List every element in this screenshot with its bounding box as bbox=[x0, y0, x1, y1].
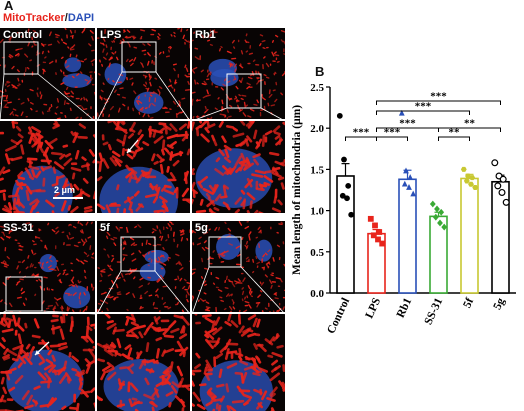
bar bbox=[491, 180, 510, 294]
micrograph-label: LPS bbox=[100, 29, 122, 41]
micrograph-overview: 5f bbox=[97, 221, 190, 312]
category-label: SS-31 bbox=[422, 296, 445, 327]
micrograph-zoom bbox=[192, 314, 285, 411]
data-point bbox=[375, 236, 381, 243]
data-point bbox=[406, 184, 412, 190]
data-point bbox=[344, 195, 350, 202]
micrograph-overview: SS-31 bbox=[0, 221, 95, 312]
data-point bbox=[437, 219, 443, 227]
micrograph-overview: LPS bbox=[97, 28, 190, 119]
micrograph-overview: Control bbox=[0, 28, 95, 119]
micrograph-zoom bbox=[97, 314, 190, 411]
micrograph-label: SS-31 bbox=[3, 222, 34, 234]
significance-label: ** bbox=[449, 127, 461, 139]
data-point bbox=[468, 181, 474, 187]
y-tick-label: 1.0 bbox=[310, 206, 324, 218]
data-point bbox=[465, 173, 471, 179]
stain-legend: MitoTracker/DAPI bbox=[3, 12, 94, 24]
data-point bbox=[341, 156, 347, 163]
y-tick-label: 1.5 bbox=[310, 164, 324, 176]
panel-b-letter: B bbox=[315, 64, 325, 79]
scale-bar-label: 2 μm bbox=[54, 185, 76, 195]
micrograph-zoom bbox=[0, 314, 95, 411]
data-point bbox=[379, 240, 386, 247]
micrograph-zoom bbox=[0, 121, 95, 213]
bar bbox=[460, 177, 479, 294]
stain-legend-red: MitoTracker bbox=[3, 12, 65, 24]
significance-bracket bbox=[438, 127, 501, 132]
data-point bbox=[434, 205, 440, 213]
micrograph-image bbox=[192, 121, 285, 213]
category-label: 5f bbox=[461, 296, 476, 310]
stain-legend-separator: / bbox=[64, 12, 68, 24]
data-point bbox=[339, 192, 346, 199]
data-point bbox=[502, 198, 510, 206]
data-point bbox=[398, 109, 405, 116]
micrograph-image bbox=[192, 314, 285, 411]
significance-label: ** bbox=[464, 118, 476, 130]
y-axis-title: Mean length of mitochondria (μm) bbox=[291, 105, 303, 275]
panel-a-letter: A bbox=[4, 0, 14, 13]
data-point bbox=[376, 229, 383, 235]
category-label: Rb1 bbox=[395, 296, 415, 320]
category-label: LPS bbox=[363, 296, 383, 320]
data-point bbox=[407, 174, 414, 180]
significance-label: *** bbox=[415, 101, 432, 113]
data-point bbox=[345, 182, 352, 189]
micrograph-image bbox=[97, 121, 190, 213]
data-point bbox=[403, 167, 409, 174]
data-point bbox=[432, 213, 439, 221]
data-point bbox=[410, 190, 417, 197]
micrograph-zoom bbox=[97, 121, 190, 213]
micrograph-zoom bbox=[192, 121, 285, 213]
micrograph-image bbox=[0, 28, 95, 119]
data-point bbox=[370, 232, 377, 239]
data-point bbox=[336, 112, 343, 119]
data-point bbox=[469, 175, 476, 181]
micrograph-label: 5f bbox=[100, 222, 110, 234]
significance-bracket bbox=[376, 110, 470, 115]
micrograph-image bbox=[97, 314, 190, 411]
micrograph-label: Rb1 bbox=[195, 29, 216, 41]
micrograph-label: 5g bbox=[195, 222, 208, 234]
data-point bbox=[491, 159, 499, 167]
data-point bbox=[401, 180, 408, 187]
data-point bbox=[372, 222, 378, 229]
data-point bbox=[494, 182, 502, 190]
data-point bbox=[441, 223, 448, 231]
micrograph-label: Control bbox=[3, 29, 43, 41]
data-point bbox=[348, 211, 355, 218]
y-tick-label: 2.5 bbox=[310, 82, 324, 94]
micrograph-image bbox=[0, 121, 95, 213]
significance-label: *** bbox=[430, 91, 447, 103]
data-point bbox=[429, 200, 436, 208]
stain-legend-blue: DAPI bbox=[67, 12, 95, 24]
bar bbox=[336, 175, 355, 294]
significance-bracket bbox=[376, 100, 501, 105]
y-tick-label: 0.5 bbox=[310, 247, 324, 259]
y-tick-label: 0.0 bbox=[310, 288, 324, 300]
data-point bbox=[499, 175, 507, 183]
y-tick-label: 2.0 bbox=[310, 123, 324, 135]
category-label: 5g bbox=[491, 296, 507, 312]
micrograph-image bbox=[97, 28, 190, 119]
category-label: Control bbox=[325, 296, 352, 336]
significance-label: *** bbox=[353, 127, 370, 139]
bar-chart: 0.0 0.5 1.0 1.5 2.0 2.5 Mean length of mitocho… bbox=[291, 82, 516, 336]
significance-bracket bbox=[376, 136, 408, 141]
data-point bbox=[472, 185, 479, 191]
significance-bracket bbox=[438, 136, 470, 141]
significance-label: *** bbox=[384, 127, 401, 139]
micrograph-image bbox=[97, 221, 190, 312]
data-point bbox=[367, 215, 374, 222]
micrograph-image bbox=[0, 314, 95, 411]
significance-label: *** bbox=[399, 118, 416, 130]
data-point bbox=[498, 188, 506, 196]
data-point bbox=[463, 178, 470, 184]
data-point bbox=[460, 166, 467, 172]
micrograph-image bbox=[0, 221, 95, 312]
data-point bbox=[438, 208, 445, 216]
